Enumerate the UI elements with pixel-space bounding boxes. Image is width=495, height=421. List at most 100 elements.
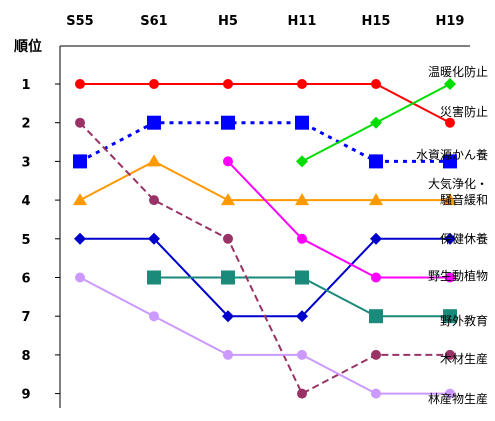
- data-point: [443, 193, 457, 206]
- data-point: [295, 193, 309, 206]
- data-point: [369, 154, 383, 169]
- data-point: [296, 155, 308, 168]
- data-point: [148, 232, 160, 245]
- axis-layer: 順位 1 2 3 4 5 6 7 8 9 S55 S61 H5 H11 H15 H19: [14, 14, 470, 408]
- data-point: [223, 349, 233, 360]
- data-point: [370, 232, 382, 245]
- data-point: [221, 115, 235, 130]
- x-tick-label: H11: [288, 14, 317, 29]
- series-group: [296, 78, 456, 168]
- series-label-line: 林産物生産: [428, 391, 488, 406]
- series-group: [73, 115, 457, 169]
- data-point: [223, 233, 233, 244]
- series-label-line: 保健休養: [440, 231, 488, 246]
- y-tick-label: 9: [21, 388, 30, 403]
- data-point: [73, 154, 87, 169]
- series-label-line: 大気浄化・: [428, 176, 488, 191]
- series-label-line: 野生動植物: [428, 268, 488, 283]
- series-label: 温暖化防止: [428, 64, 488, 79]
- series-label: 木材生産: [440, 351, 488, 366]
- series-label: 野外教育: [440, 313, 488, 328]
- series-label-line: 木材生産: [440, 351, 488, 366]
- data-point: [443, 309, 457, 324]
- series-layer: [73, 78, 457, 399]
- series-line: [227, 160, 450, 279]
- data-point: [147, 154, 161, 167]
- data-point: [295, 115, 309, 130]
- data-point: [147, 115, 161, 130]
- data-point: [296, 310, 308, 323]
- series-label-line: 水資源かん養: [416, 147, 488, 162]
- y-tick-label: 4: [21, 194, 30, 209]
- data-point: [75, 272, 85, 283]
- series-label-line: 災害防止: [440, 104, 488, 119]
- series-label: 野生動植物: [428, 268, 488, 283]
- data-point: [444, 232, 456, 245]
- series-group: [147, 270, 457, 324]
- series-line: [80, 83, 451, 124]
- data-point: [369, 193, 383, 206]
- data-point: [444, 78, 456, 90]
- data-point: [297, 79, 307, 89]
- data-point: [75, 117, 85, 128]
- series-group: [75, 272, 455, 399]
- data-point: [221, 270, 235, 285]
- data-point: [445, 272, 455, 283]
- data-point: [149, 195, 159, 206]
- x-tick-label: H5: [218, 14, 238, 29]
- data-point: [73, 193, 87, 206]
- series-label: 林産物生産: [428, 391, 488, 406]
- series-label-line: 騒音緩和: [440, 192, 488, 207]
- x-tick-label: S55: [66, 14, 93, 29]
- data-point: [370, 116, 382, 129]
- data-point: [443, 154, 457, 169]
- data-point: [369, 309, 383, 324]
- data-point: [221, 193, 235, 206]
- series-label: 災害防止: [440, 104, 488, 119]
- y-tick-label: 6: [21, 272, 30, 287]
- series-label-line: 野外教育: [440, 313, 488, 328]
- series-label: 大気浄化・騒音緩和: [428, 176, 488, 207]
- data-point: [297, 349, 307, 360]
- data-point: [149, 79, 159, 89]
- y-tick-label: 1: [21, 78, 30, 93]
- data-point: [222, 310, 234, 323]
- data-point: [223, 156, 233, 167]
- y-tick-label: 2: [21, 117, 30, 132]
- data-point: [371, 79, 381, 89]
- data-point: [75, 79, 85, 89]
- data-point: [297, 233, 307, 244]
- series-group: [73, 154, 457, 206]
- data-point: [371, 272, 381, 283]
- data-point: [445, 349, 455, 360]
- data-point: [74, 232, 86, 245]
- y-tick-label: 3: [21, 155, 30, 170]
- y-tick-label: 5: [21, 233, 30, 248]
- y-axis-label: 順位: [14, 38, 42, 55]
- series-label: 水資源かん養: [416, 147, 488, 162]
- data-point: [445, 388, 455, 399]
- series-line: [79, 276, 450, 395]
- data-point: [147, 270, 161, 285]
- series-line: [79, 121, 450, 163]
- y-tick-label: 8: [21, 349, 30, 364]
- data-point: [149, 311, 159, 322]
- data-point: [295, 270, 309, 285]
- label-layer: 温暖化防止災害防止水資源かん養大気浄化・騒音緩和保健休養野生動植物野外教育木材生…: [416, 64, 488, 406]
- y-tick-label: 7: [21, 310, 30, 325]
- data-point: [445, 117, 455, 128]
- series-label-line: 温暖化防止: [428, 64, 488, 79]
- data-point: [223, 79, 233, 89]
- series-label: 保健休養: [440, 231, 488, 246]
- data-point: [371, 349, 381, 360]
- series-group: [75, 117, 455, 399]
- data-point: [297, 388, 307, 399]
- series-group: [223, 156, 455, 283]
- x-tick-label: H15: [362, 14, 391, 29]
- x-tick-label: S61: [140, 14, 167, 29]
- x-tick-label: H19: [436, 14, 465, 29]
- series-line: [79, 122, 450, 395]
- data-point: [371, 388, 381, 399]
- series-group: [75, 79, 455, 128]
